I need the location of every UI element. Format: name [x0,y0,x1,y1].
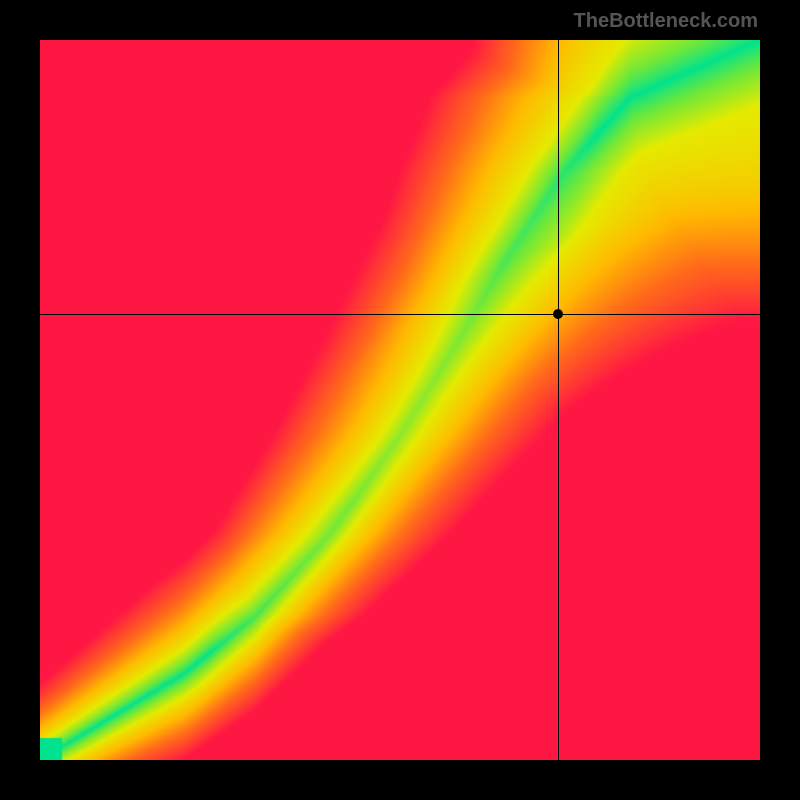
crosshair-marker [553,309,563,319]
crosshair-horizontal [40,314,760,315]
heatmap-canvas [40,40,760,760]
crosshair-vertical [558,40,559,760]
watermark-text: TheBottleneck.com [574,10,758,33]
plot-area [40,40,760,760]
